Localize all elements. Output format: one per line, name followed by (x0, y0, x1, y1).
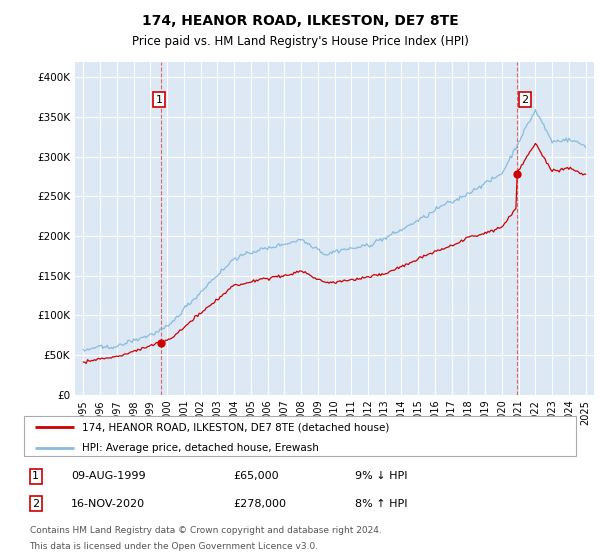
Text: 2: 2 (521, 95, 529, 105)
Text: Contains HM Land Registry data © Crown copyright and database right 2024.: Contains HM Land Registry data © Crown c… (29, 526, 381, 535)
Text: £65,000: £65,000 (234, 472, 280, 482)
Text: 8% ↑ HPI: 8% ↑ HPI (355, 499, 408, 509)
Text: 09-AUG-1999: 09-AUG-1999 (71, 472, 146, 482)
Text: HPI: Average price, detached house, Erewash: HPI: Average price, detached house, Erew… (82, 442, 319, 452)
Text: 1: 1 (32, 472, 39, 482)
Text: 2: 2 (32, 499, 40, 509)
Text: 1: 1 (155, 95, 163, 105)
Text: £278,000: £278,000 (234, 499, 287, 509)
Text: 174, HEANOR ROAD, ILKESTON, DE7 8TE: 174, HEANOR ROAD, ILKESTON, DE7 8TE (142, 14, 458, 28)
Text: 174, HEANOR ROAD, ILKESTON, DE7 8TE (detached house): 174, HEANOR ROAD, ILKESTON, DE7 8TE (det… (82, 422, 389, 432)
Text: Price paid vs. HM Land Registry's House Price Index (HPI): Price paid vs. HM Land Registry's House … (131, 35, 469, 48)
Text: 16-NOV-2020: 16-NOV-2020 (71, 499, 145, 509)
Text: 9% ↓ HPI: 9% ↓ HPI (355, 472, 408, 482)
Text: This data is licensed under the Open Government Licence v3.0.: This data is licensed under the Open Gov… (29, 542, 319, 551)
